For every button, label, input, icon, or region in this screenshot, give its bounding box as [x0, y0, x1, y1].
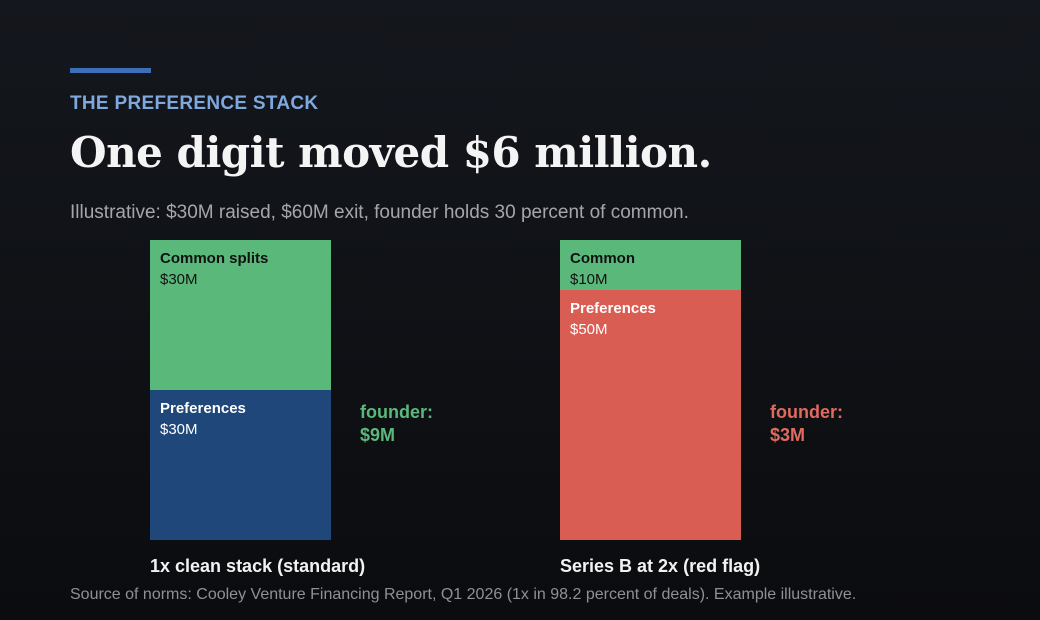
segment-value-label: $30M [160, 421, 198, 438]
category-label: Series B at 2x (red flag) [560, 556, 760, 576]
bar-segment-common-1 [150, 240, 331, 390]
segment-label: Common splits [160, 250, 268, 267]
founder-value: $9M [360, 425, 395, 445]
bar-segment-preferences-1 [150, 390, 331, 540]
segment-value-label: $10M [570, 271, 608, 288]
subtitle: Illustrative: $30M raised, $60M exit, fo… [70, 202, 689, 223]
founder-label: founder: [770, 402, 843, 422]
segment-label: Preferences [160, 400, 246, 417]
founder-value: $3M [770, 425, 805, 445]
segment-value-label: $50M [570, 321, 608, 338]
bar-segment-common-2 [560, 240, 741, 290]
segment-label: Preferences [570, 300, 656, 317]
category-label: 1x clean stack (standard) [150, 556, 365, 576]
headline: One digit moved $6 million. [70, 128, 712, 177]
accent-bar [70, 68, 151, 73]
source-note: Source of norms: Cooley Venture Financin… [70, 586, 857, 603]
segment-value-label: $30M [160, 271, 198, 288]
founder-label: founder: [360, 402, 433, 422]
bar-segment-preferences-2 [560, 290, 741, 540]
segment-label: Common [570, 250, 635, 267]
eyebrow-label: THE PREFERENCE STACK [70, 93, 319, 114]
